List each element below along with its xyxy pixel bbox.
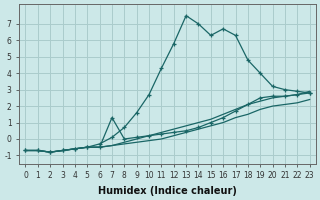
X-axis label: Humidex (Indice chaleur): Humidex (Indice chaleur) (98, 186, 237, 196)
